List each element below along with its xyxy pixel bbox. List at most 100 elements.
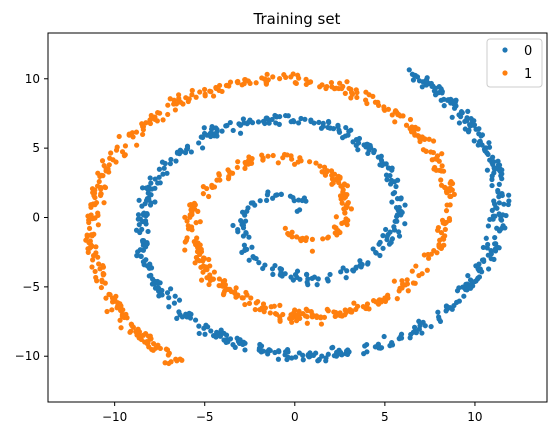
data-point: [296, 207, 303, 213]
data-point: [126, 132, 132, 138]
data-point: [398, 196, 404, 202]
data-point: [201, 325, 207, 331]
data-point: [198, 264, 204, 270]
data-point: [434, 90, 440, 96]
data-point: [337, 193, 344, 199]
data-point: [124, 315, 130, 321]
data-point: [365, 261, 371, 267]
data-point: [426, 255, 432, 261]
data-point: [226, 173, 232, 180]
data-point: [225, 167, 231, 173]
data-point: [160, 171, 166, 177]
data-point: [460, 284, 466, 290]
data-point: [145, 190, 151, 196]
data-point: [257, 307, 263, 313]
data-point: [270, 271, 276, 277]
data-point: [426, 136, 432, 142]
data-point: [491, 256, 497, 262]
data-point: [490, 216, 496, 222]
data-point: [101, 163, 107, 169]
data-point: [321, 164, 328, 170]
data-point: [209, 184, 215, 190]
data-point: [237, 337, 243, 343]
data-point: [93, 274, 99, 281]
data-point: [486, 144, 493, 150]
data-point: [377, 252, 383, 259]
data-point: [409, 71, 415, 77]
data-point: [264, 71, 270, 77]
data-point: [109, 299, 116, 305]
data-point: [253, 80, 259, 86]
data-point: [233, 285, 239, 291]
data-point: [444, 202, 450, 208]
data-point: [300, 357, 306, 363]
data-point: [313, 160, 319, 166]
data-point: [476, 131, 482, 137]
data-point: [303, 81, 309, 88]
data-point: [100, 272, 106, 278]
data-point: [339, 220, 345, 226]
data-point: [101, 200, 107, 206]
data-point: [449, 114, 455, 120]
data-point: [309, 236, 315, 242]
x-tick-label: −10: [102, 410, 127, 424]
data-point: [95, 222, 101, 228]
data-point: [337, 229, 343, 236]
data-point: [325, 234, 331, 240]
data-point: [146, 273, 152, 279]
data-point: [477, 266, 483, 272]
data-point: [378, 157, 385, 163]
data-point: [102, 184, 109, 191]
data-point: [139, 226, 145, 232]
data-point: [305, 282, 311, 288]
data-point: [338, 269, 344, 275]
data-point: [207, 272, 213, 278]
data-point: [485, 266, 492, 272]
chart-title: Training set: [253, 10, 341, 28]
data-point: [246, 234, 252, 240]
data-point: [409, 124, 415, 130]
data-point: [164, 170, 170, 176]
data-point: [328, 79, 335, 86]
data-point: [240, 222, 247, 228]
data-point: [277, 317, 283, 323]
data-point: [293, 318, 300, 324]
data-point: [191, 238, 197, 245]
data-point: [160, 117, 166, 123]
data-point: [364, 100, 370, 107]
data-point: [145, 263, 151, 269]
data-point: [380, 233, 386, 239]
data-point: [201, 125, 207, 131]
data-point: [127, 329, 133, 335]
data-point: [306, 159, 313, 165]
data-point: [425, 251, 431, 258]
data-point: [381, 333, 387, 340]
data-point: [237, 130, 244, 136]
data-point: [297, 276, 303, 282]
points-layer: [83, 67, 512, 367]
data-point: [386, 241, 393, 247]
data-point: [387, 343, 393, 349]
data-point: [200, 191, 206, 197]
data-point: [396, 288, 402, 294]
legend-box: [486, 38, 543, 88]
data-point: [98, 284, 105, 291]
data-point: [147, 202, 154, 208]
data-point: [428, 323, 434, 330]
data-point: [342, 210, 348, 216]
data-point: [246, 300, 253, 306]
data-point: [448, 193, 454, 200]
data-point: [90, 257, 96, 263]
data-point: [135, 212, 142, 218]
data-point: [305, 276, 311, 282]
data-point: [242, 347, 248, 353]
data-point: [454, 299, 460, 305]
data-point: [239, 209, 246, 215]
data-point: [398, 331, 405, 337]
data-point: [344, 268, 350, 274]
data-point: [133, 227, 140, 233]
data-point: [257, 198, 263, 204]
data-point: [275, 160, 281, 166]
data-point: [392, 119, 398, 125]
data-point: [407, 116, 414, 123]
